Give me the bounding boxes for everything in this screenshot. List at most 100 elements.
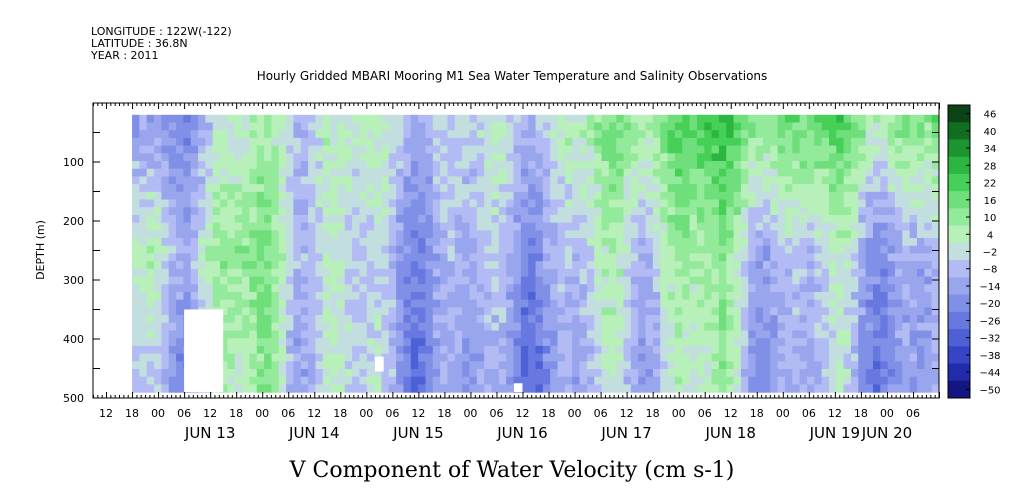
heatmap-cell (308, 268, 317, 278)
heatmap-cell (806, 384, 815, 393)
heatmap-cell (322, 253, 331, 262)
heatmap-cell (132, 176, 140, 185)
heatmap-cell (638, 330, 647, 339)
heatmap-cell (132, 145, 140, 154)
heatmap-cell (418, 284, 427, 293)
heatmap-cell (770, 261, 779, 270)
heatmap-cell (396, 376, 405, 385)
heatmap-cell (667, 361, 676, 370)
heatmap-cell (601, 230, 610, 239)
heatmap-cell (469, 368, 478, 378)
heatmap-cell (623, 361, 632, 370)
heatmap-cell (535, 268, 544, 278)
heatmap-cell (770, 145, 779, 154)
heatmap-cell (190, 207, 199, 216)
heatmap-cell (748, 230, 757, 239)
heatmap-cell (447, 199, 456, 208)
heatmap-cell (542, 245, 551, 255)
heatmap-cell (212, 245, 221, 255)
heatmap-cell (396, 130, 405, 139)
heatmap-cell (894, 207, 903, 216)
heatmap-cell (308, 161, 317, 170)
heatmap-cell (880, 384, 889, 393)
heatmap-cell (183, 238, 192, 247)
heatmap-cell (579, 368, 588, 378)
heatmap-cell (300, 168, 309, 178)
heatmap-cell (344, 353, 353, 362)
heatmap-cell (513, 353, 522, 362)
heatmap-cell (454, 153, 463, 162)
heatmap-cell (784, 345, 793, 355)
heatmap-cell (696, 184, 705, 193)
heatmap-cell (799, 137, 808, 147)
heatmap-cell (396, 276, 405, 285)
heatmap-cell (586, 322, 595, 332)
heatmap-cell (814, 253, 823, 262)
heatmap-cell (469, 222, 478, 231)
heatmap-cell (770, 122, 779, 131)
heatmap-cell (535, 130, 544, 139)
heatmap-cell (755, 276, 764, 285)
heatmap-cell (740, 261, 749, 270)
heatmap-cell (828, 253, 837, 262)
heatmap-cell (146, 307, 155, 316)
heatmap-cell (176, 268, 184, 278)
heatmap-cell (286, 168, 295, 178)
heatmap-cell (623, 253, 632, 262)
heatmap-cell (535, 214, 544, 224)
heatmap-cell (146, 253, 155, 262)
heatmap-cell (557, 161, 566, 170)
heatmap-cell (564, 199, 573, 208)
heatmap-cell (308, 307, 317, 316)
heatmap-cell (330, 376, 339, 385)
heatmap-cell (770, 222, 779, 231)
heatmap-cell (425, 307, 434, 316)
heatmap-cell (176, 284, 184, 293)
heatmap-cell (374, 322, 383, 332)
heatmap-cell (359, 207, 368, 216)
heatmap-cell (447, 238, 456, 247)
heatmap-cell (616, 284, 625, 293)
heatmap-cell (425, 376, 434, 385)
heatmap-cell (689, 330, 698, 339)
heatmap-cell (374, 214, 383, 224)
heatmap-cell (682, 199, 691, 208)
heatmap-cell (469, 299, 478, 308)
heatmap-cell (821, 130, 830, 139)
heatmap-cell (733, 345, 742, 355)
heatmap-cell (359, 122, 368, 131)
heatmap-cell (344, 122, 353, 131)
heatmap-cell (630, 315, 639, 324)
heatmap-cell (513, 207, 522, 216)
heatmap-cell (132, 191, 140, 201)
heatmap-cell (711, 345, 720, 355)
heatmap-cell (586, 276, 595, 285)
heatmap-cell (220, 330, 229, 339)
heatmap-cell (161, 207, 170, 216)
heatmap-cell (542, 122, 551, 131)
heatmap-cell (242, 276, 251, 285)
heatmap-cell (828, 299, 837, 308)
heatmap-cell (506, 153, 515, 162)
heatmap-cell (667, 161, 676, 170)
heatmap-cell (220, 291, 229, 301)
heatmap-cell (227, 199, 236, 208)
heatmap-cell (711, 268, 720, 278)
heatmap-cell (234, 161, 243, 170)
heatmap-cell (220, 361, 229, 370)
heatmap-cell (799, 307, 808, 316)
heatmap-cell (484, 222, 493, 231)
heatmap-cell (887, 376, 896, 385)
heatmap-cell (278, 261, 287, 270)
heatmap-cell (872, 122, 881, 131)
heatmap-cell (286, 361, 295, 370)
heatmap-cell (645, 384, 654, 393)
heatmap-cell (183, 191, 192, 201)
heatmap-cell (410, 122, 419, 131)
heatmap-cell (660, 191, 669, 201)
heatmap-cell (425, 361, 434, 370)
heatmap-cell (557, 284, 566, 293)
heatmap-cell (535, 322, 544, 332)
heatmap-cell (755, 361, 764, 370)
heatmap-cell (410, 315, 419, 324)
